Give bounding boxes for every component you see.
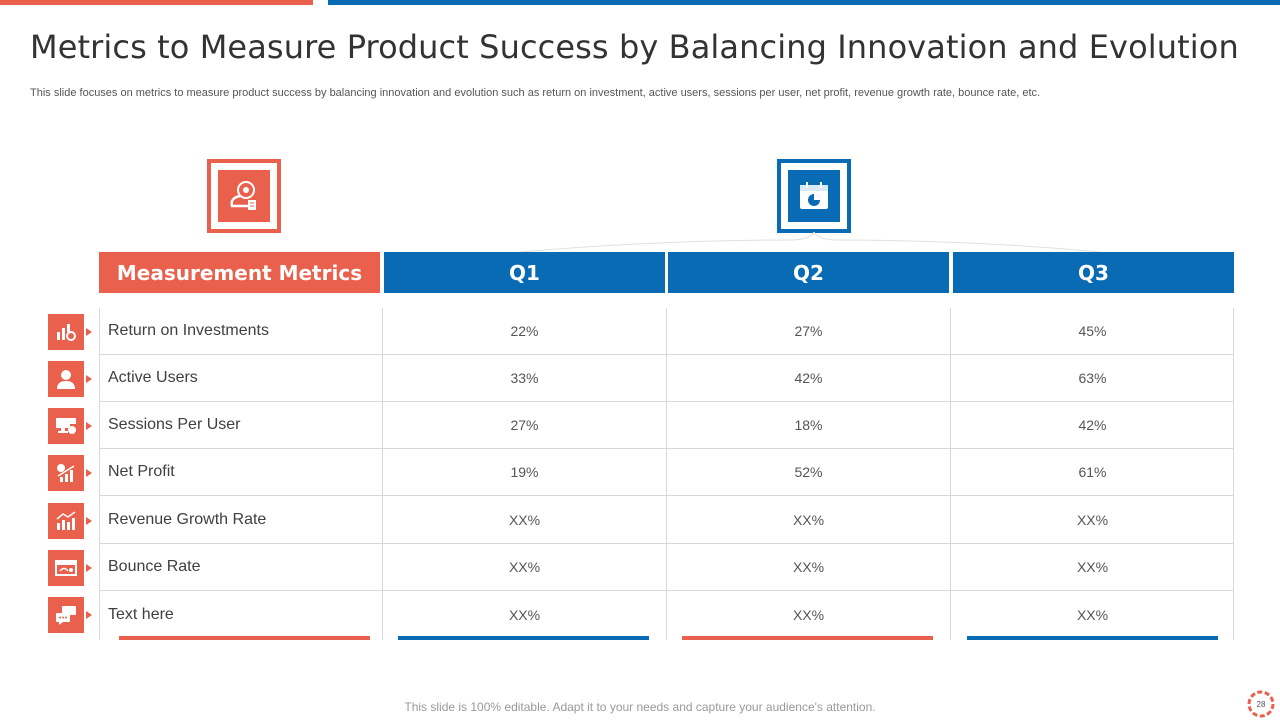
cell-q2: 27% bbox=[794, 323, 823, 339]
table-row: Text here XX% XX% XX% bbox=[99, 591, 1234, 638]
row-label: Sessions Per User bbox=[108, 416, 241, 433]
cell-q3: 61% bbox=[1078, 464, 1107, 480]
calendar-icon bbox=[788, 170, 840, 222]
table-row: Revenue Growth Rate XX% XX% XX% bbox=[99, 497, 1234, 544]
cell-q2: XX% bbox=[792, 606, 825, 623]
cell-q2: XX% bbox=[792, 559, 825, 575]
slide-title: Metrics to Measure Product Success by Ba… bbox=[30, 28, 1239, 66]
cell-q1: 33% bbox=[510, 370, 539, 386]
row-label: Revenue Growth Rate bbox=[108, 511, 267, 528]
row-pointer-arrow bbox=[86, 564, 92, 572]
header-q1: Q1 bbox=[384, 252, 665, 293]
row-label: Text here bbox=[108, 605, 174, 623]
cell-q3: XX% bbox=[1076, 559, 1109, 575]
slide-subtitle: This slide focuses on metrics to measure… bbox=[30, 87, 1041, 99]
profit-chart-icon bbox=[48, 455, 84, 491]
cell-q2: 42% bbox=[794, 370, 823, 386]
roi-coins-icon bbox=[48, 314, 84, 350]
table-row: Bounce Rate XX% XX% XX% bbox=[99, 544, 1234, 591]
metrics-table-body bbox=[99, 308, 1234, 640]
cell-q1: XX% bbox=[508, 512, 541, 528]
session-monitor-icon bbox=[48, 408, 84, 444]
chat-bubbles-icon bbox=[48, 597, 84, 633]
table-row: Net Profit 19% 52% 61% bbox=[99, 449, 1234, 496]
footer-note: This slide is 100% editable. Adapt it to… bbox=[404, 700, 876, 714]
column-footer-bar bbox=[967, 636, 1218, 640]
page-number-badge: 28 bbox=[1246, 689, 1276, 719]
row-pointer-arrow bbox=[86, 611, 92, 619]
cell-q2: 52% bbox=[794, 464, 823, 480]
table-row: Active Users 33% 42% 63% bbox=[99, 355, 1234, 402]
header-q2: Q2 bbox=[668, 252, 949, 293]
header-q3: Q3 bbox=[953, 252, 1234, 293]
cell-q1: 22% bbox=[510, 323, 539, 339]
column-footer-bar bbox=[398, 636, 649, 640]
header-connector bbox=[520, 232, 1100, 253]
top-accent-bar-blue bbox=[328, 0, 1280, 5]
table-row: Sessions Per User 27% 18% 42% bbox=[99, 402, 1234, 449]
cell-q3: XX% bbox=[1076, 512, 1109, 528]
gear-ring-icon bbox=[1247, 690, 1275, 718]
column-footer-bar bbox=[682, 636, 933, 640]
user-icon bbox=[48, 361, 84, 397]
row-label: Net Profit bbox=[108, 463, 175, 480]
table-row: Return on Investments 22% 27% 45% bbox=[99, 308, 1234, 355]
column-divider bbox=[950, 308, 951, 640]
cell-q1: 19% bbox=[510, 464, 539, 480]
row-pointer-arrow bbox=[86, 328, 92, 336]
row-label: Return on Investments bbox=[108, 322, 269, 339]
cell-q3: 45% bbox=[1078, 323, 1107, 339]
cell-q1: XX% bbox=[508, 559, 541, 575]
cell-q3: 63% bbox=[1078, 370, 1107, 386]
row-pointer-arrow bbox=[86, 422, 92, 430]
column-divider bbox=[666, 308, 667, 640]
cell-q3: 42% bbox=[1078, 417, 1107, 433]
cell-q1: XX% bbox=[508, 606, 541, 623]
measuring-tape-icon bbox=[218, 170, 270, 222]
cell-q3: XX% bbox=[1076, 606, 1109, 623]
column-divider bbox=[382, 308, 383, 640]
row-pointer-arrow bbox=[86, 517, 92, 525]
row-label: Active Users bbox=[108, 369, 198, 386]
cell-q2: XX% bbox=[792, 512, 825, 528]
bounce-browser-icon bbox=[48, 550, 84, 586]
cell-q1: 27% bbox=[510, 417, 539, 433]
page-number: 28 bbox=[1256, 699, 1266, 709]
growth-chart-icon bbox=[48, 503, 84, 539]
top-accent-bar-red bbox=[0, 0, 313, 5]
measuring-tape-icon-box bbox=[207, 159, 281, 233]
row-pointer-arrow bbox=[86, 375, 92, 383]
calendar-icon-box bbox=[777, 159, 851, 233]
column-footer-bar bbox=[119, 636, 370, 640]
row-label: Bounce Rate bbox=[108, 558, 201, 575]
row-pointer-arrow bbox=[86, 469, 92, 477]
cell-q2: 18% bbox=[794, 417, 823, 433]
header-measurement-metrics: Measurement Metrics bbox=[99, 252, 380, 293]
